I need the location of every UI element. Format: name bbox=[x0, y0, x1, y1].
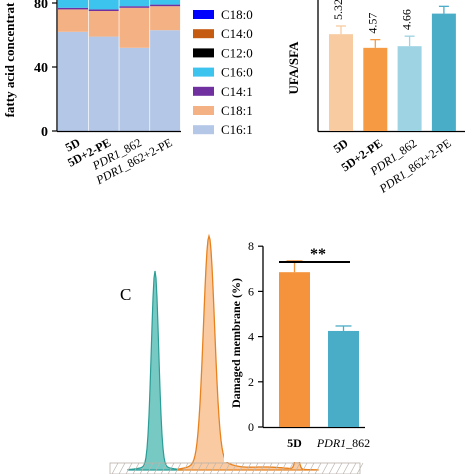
hatch-line bbox=[300, 462, 308, 474]
bar bbox=[329, 34, 353, 132]
legend-swatch bbox=[193, 48, 214, 58]
bar bbox=[279, 272, 310, 427]
legend-swatch bbox=[193, 67, 214, 77]
hatch-line bbox=[181, 462, 189, 474]
hatch-line bbox=[111, 462, 119, 474]
hatch-line bbox=[125, 462, 133, 474]
legend-swatch bbox=[193, 10, 214, 19]
bar bbox=[328, 330, 359, 427]
hatch-line bbox=[160, 462, 168, 474]
hatch-line bbox=[342, 462, 350, 474]
legend-label: C16:1 bbox=[221, 122, 253, 137]
hatch-line bbox=[265, 462, 273, 474]
hatch-line bbox=[307, 462, 315, 474]
hatch-line bbox=[153, 462, 161, 474]
hatch-line bbox=[349, 462, 357, 474]
legend-label: C14:1 bbox=[221, 84, 253, 99]
data-label: 4.57 bbox=[365, 13, 379, 34]
legend-swatch bbox=[193, 125, 214, 135]
y-tick-label: 4 bbox=[248, 330, 254, 344]
hatch-line bbox=[146, 462, 154, 474]
hatch-line bbox=[279, 462, 287, 474]
y-tick-label: 80 bbox=[34, 0, 48, 12]
hatch-line bbox=[251, 462, 259, 474]
bar-segment bbox=[150, 30, 181, 132]
bar-segment bbox=[58, 7, 88, 10]
bar bbox=[431, 13, 456, 131]
bar-segment bbox=[58, 0, 88, 8]
legend-label: C18:1 bbox=[221, 103, 253, 118]
legend-swatch bbox=[193, 106, 214, 115]
y-axis-label: UFA/SFA bbox=[286, 41, 301, 95]
bar bbox=[363, 47, 388, 131]
hatch-line bbox=[335, 462, 343, 474]
hatch-line bbox=[174, 462, 182, 474]
hatch-line bbox=[139, 462, 147, 474]
hatch-line bbox=[286, 462, 294, 474]
hatch-line bbox=[167, 462, 175, 474]
hatch-line bbox=[314, 462, 322, 474]
hatch-line bbox=[202, 462, 210, 474]
legend-swatch bbox=[193, 29, 214, 39]
hatch-line bbox=[272, 462, 280, 474]
hatch-line bbox=[216, 462, 224, 474]
bar-segment bbox=[150, 0, 181, 5]
hatch-line bbox=[195, 462, 203, 474]
bar-segment bbox=[119, 47, 150, 131]
y-tick-label: 6 bbox=[248, 284, 254, 298]
hatch-line bbox=[209, 462, 217, 474]
bar-segment bbox=[150, 4, 181, 7]
x-tick-label: 5D bbox=[331, 136, 351, 156]
histogram-peak bbox=[127, 270, 183, 471]
data-label: 4.66 bbox=[400, 9, 414, 30]
bar-segment bbox=[58, 9, 88, 32]
legend-label: C14:0 bbox=[221, 26, 253, 41]
bar-segment bbox=[119, 0, 150, 7]
hatch-line bbox=[293, 462, 301, 474]
legend-label: C18:0 bbox=[221, 7, 253, 22]
hatch-line bbox=[118, 462, 126, 474]
legend-label: C12:0 bbox=[221, 45, 253, 60]
hatch-line bbox=[230, 462, 238, 474]
hatch-line bbox=[244, 462, 252, 474]
x-tick-label: PDR1_862 bbox=[316, 436, 370, 450]
significance-label: ** bbox=[310, 246, 326, 263]
ufa-sfa-bar-chart: UFA/SFA5.325D4.575D+2-PE4.66PDR1_8626PDR… bbox=[286, 0, 465, 196]
hatch-line bbox=[356, 462, 364, 474]
hatch-line bbox=[132, 462, 140, 474]
data-label: 5.32 bbox=[331, 0, 345, 20]
y-axis-label: fatty acid concentrat bbox=[2, 2, 17, 117]
damaged-membrane-bar-chart: 0 2 4 6 8 Damaged membrane (%) 5D PDR1_862 ** bbox=[224, 239, 370, 462]
bar-segment bbox=[119, 7, 150, 48]
bar-segment bbox=[88, 9, 119, 11]
legend-label: C16:0 bbox=[221, 65, 253, 80]
y-axis-label: Damaged membrane (%) bbox=[229, 278, 243, 408]
y-tick-label: 40 bbox=[34, 61, 48, 76]
hatch-line bbox=[321, 462, 329, 474]
y-tick-label: 8 bbox=[248, 239, 254, 253]
bar-segment bbox=[88, 36, 119, 131]
x-tick-label: 5D bbox=[287, 436, 302, 450]
hatch-line bbox=[258, 462, 266, 474]
bar-segment bbox=[88, 11, 119, 37]
hatch-line bbox=[223, 462, 231, 474]
legend-swatch bbox=[193, 86, 214, 96]
bar-segment bbox=[88, 0, 119, 10]
y-tick-label: 0 bbox=[248, 420, 254, 434]
bar-segment bbox=[119, 6, 150, 8]
hatch-line bbox=[328, 462, 336, 474]
panel-label: C bbox=[120, 285, 131, 304]
bar-segment bbox=[58, 31, 88, 131]
bar bbox=[397, 46, 422, 131]
hatch-line bbox=[188, 462, 196, 474]
y-tick-label: 0 bbox=[41, 125, 48, 140]
x-tick-label: 5D bbox=[63, 135, 83, 154]
hatch-line bbox=[237, 462, 245, 474]
y-tick-label: 2 bbox=[248, 375, 254, 389]
bar-segment bbox=[150, 6, 181, 31]
